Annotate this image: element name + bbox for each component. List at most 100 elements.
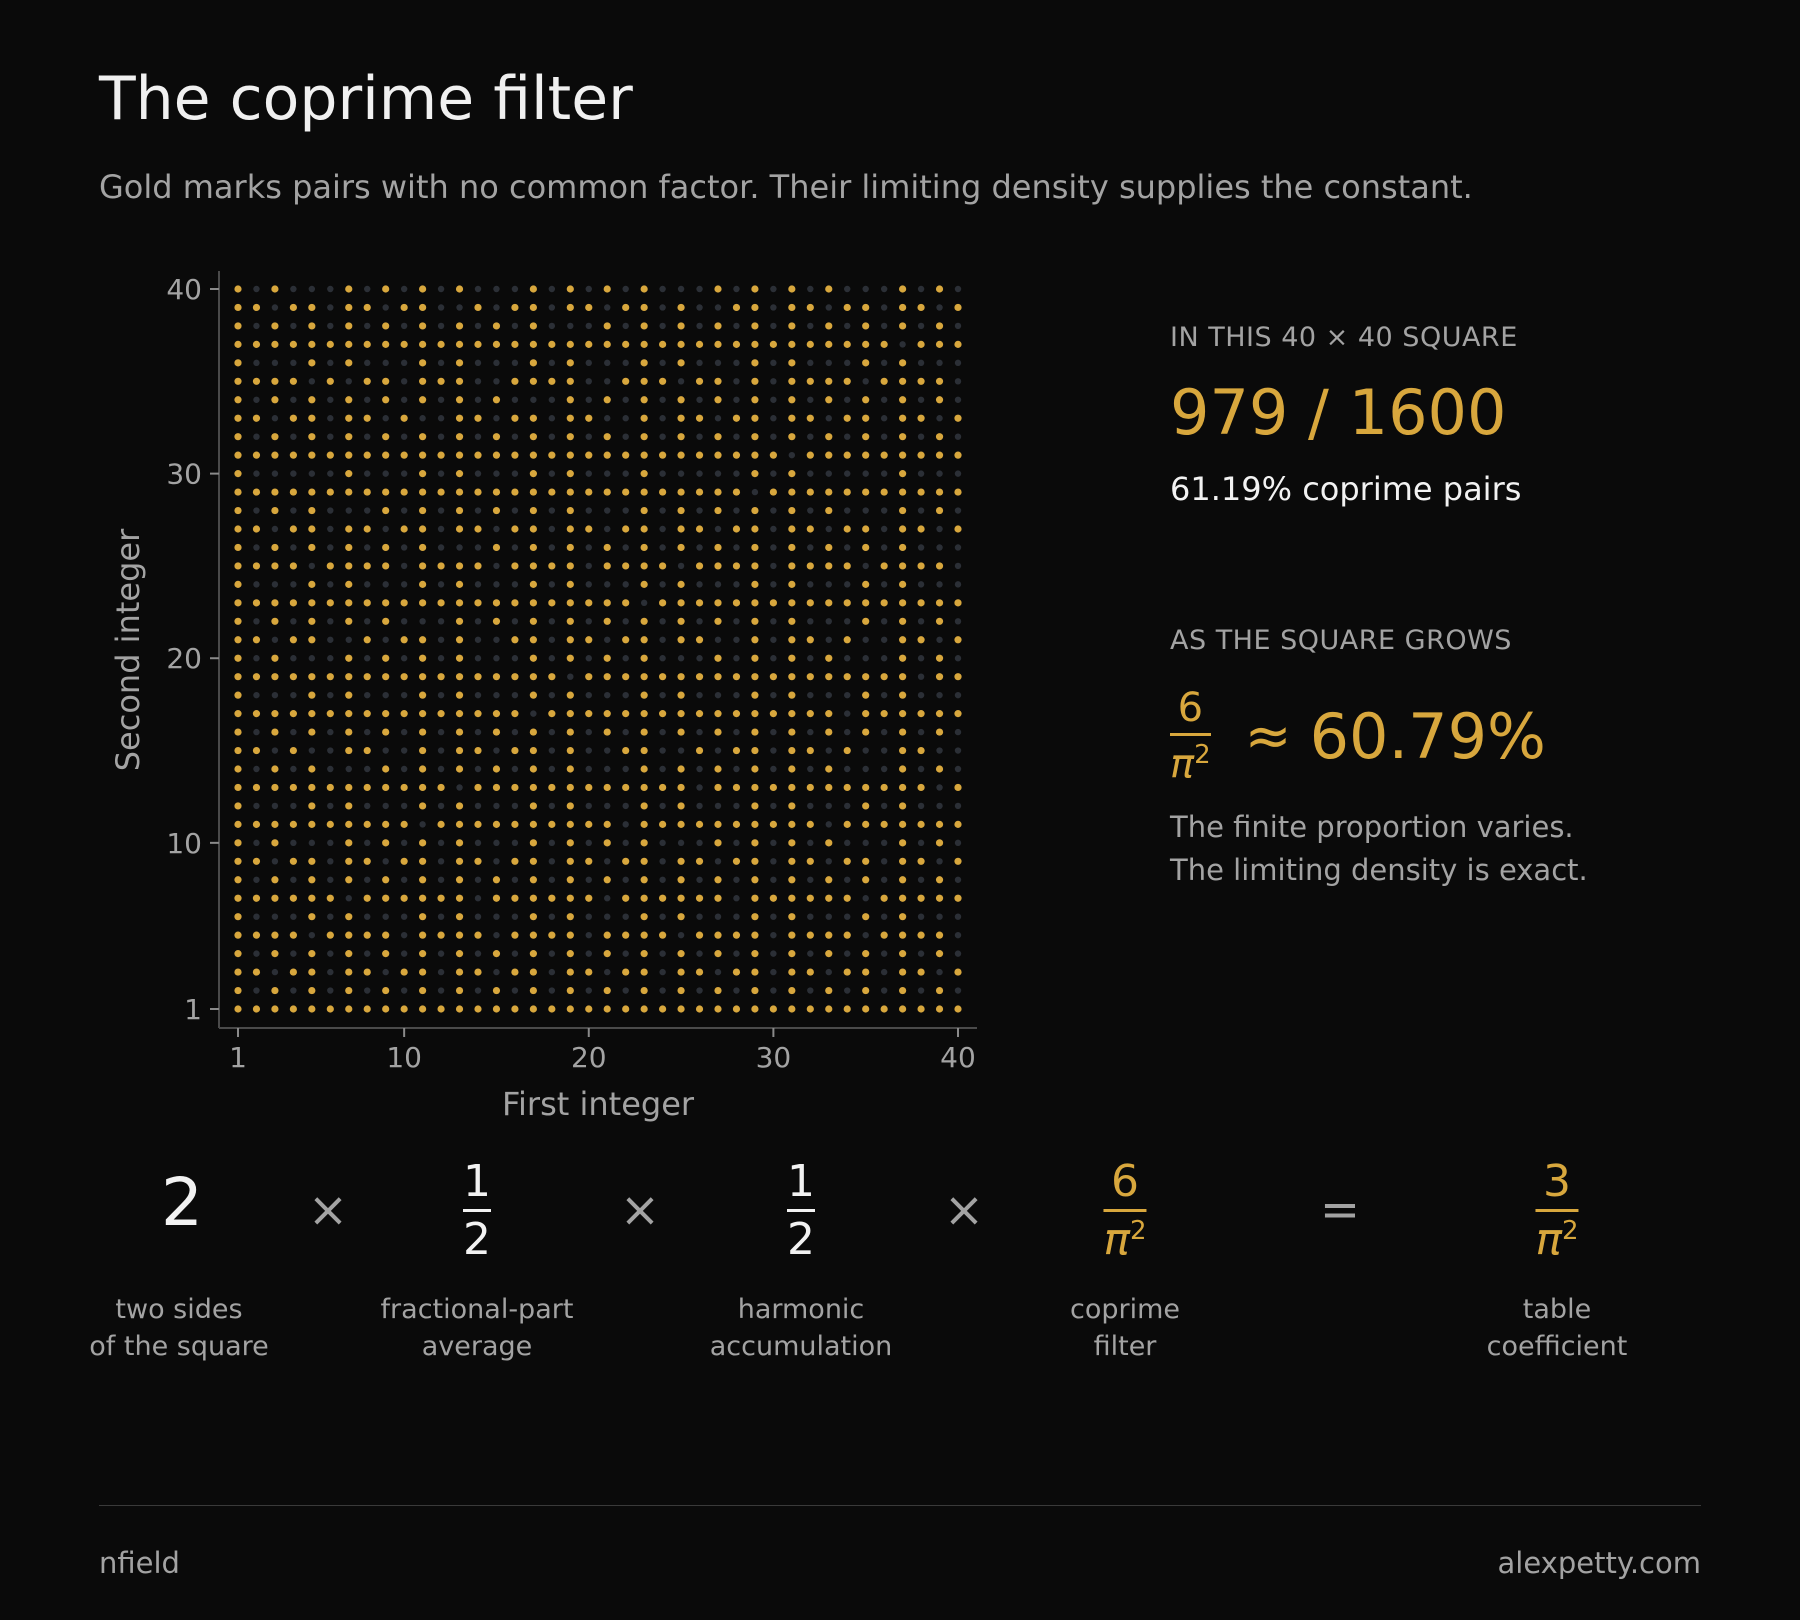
non-coprime-point xyxy=(807,950,814,957)
coprime-point xyxy=(548,340,556,348)
non-coprime-point xyxy=(917,618,925,625)
coprime-point xyxy=(788,617,796,625)
coprime-point xyxy=(751,802,759,810)
non-coprime-point xyxy=(437,618,445,625)
non-coprime-point xyxy=(437,913,445,920)
coprime-point xyxy=(899,414,907,422)
coprime-point xyxy=(345,876,353,884)
non-coprime-point xyxy=(659,913,666,920)
non-coprime-point xyxy=(714,415,722,422)
coprime-point xyxy=(640,396,648,404)
coprime-point xyxy=(271,617,279,625)
non-coprime-point xyxy=(474,378,482,385)
half-bar-1 xyxy=(463,1209,491,1212)
non-coprime-point xyxy=(880,415,888,422)
coprime-point xyxy=(566,802,574,810)
non-coprime-point xyxy=(917,544,925,551)
non-coprime-point xyxy=(880,636,888,643)
coprime-point xyxy=(622,783,630,792)
non-coprime-point xyxy=(327,507,334,514)
coprime-point xyxy=(437,894,445,902)
coprime-point xyxy=(548,820,556,828)
non-coprime-point xyxy=(622,415,629,422)
non-coprime-point xyxy=(880,691,888,699)
non-coprime-point xyxy=(696,285,703,293)
non-coprime-point xyxy=(733,802,740,810)
non-coprime-point xyxy=(807,581,814,588)
square-label: IN THIS 40 × 40 SQUARE xyxy=(1170,322,1518,353)
coprime-point xyxy=(419,525,427,533)
coprime-point xyxy=(419,673,427,681)
coprime-point xyxy=(492,599,501,607)
non-coprime-point xyxy=(954,562,962,570)
coprime-point xyxy=(419,710,427,718)
non-coprime-point xyxy=(807,322,814,330)
coprime-point xyxy=(825,710,833,718)
coprime-ratio: 979 / 1600 xyxy=(1170,376,1507,449)
non-coprime-point xyxy=(733,378,740,385)
non-coprime-point xyxy=(936,913,943,920)
coprime-point xyxy=(695,931,704,939)
coprime-point xyxy=(954,636,962,644)
non-coprime-point xyxy=(936,968,943,976)
coprime-point xyxy=(566,359,574,367)
non-coprime-point xyxy=(659,618,666,625)
non-coprime-point xyxy=(345,636,352,643)
coprime-point xyxy=(455,857,464,865)
coprime-point xyxy=(899,746,907,755)
coprime-point xyxy=(363,783,371,792)
coprime-point xyxy=(529,580,537,588)
non-coprime-point xyxy=(825,913,832,920)
non-coprime-point xyxy=(917,581,925,588)
non-coprime-point xyxy=(400,562,408,570)
coprime-point xyxy=(769,599,777,607)
coprime-point xyxy=(474,857,482,865)
coprime-point xyxy=(917,894,925,902)
coprime-point xyxy=(917,968,925,976)
coprime-point xyxy=(529,986,537,995)
non-coprime-point xyxy=(880,470,888,477)
non-coprime-point xyxy=(807,396,814,403)
non-coprime-point xyxy=(604,359,611,367)
coprime-point xyxy=(917,857,925,865)
coprime-point xyxy=(382,950,390,958)
coprime-point xyxy=(529,820,537,828)
non-coprime-point xyxy=(585,876,592,883)
coprime-point xyxy=(899,728,907,736)
coprime-point xyxy=(529,728,537,736)
coprime-point xyxy=(271,931,279,939)
coprime-point xyxy=(566,654,574,662)
coprime-point xyxy=(234,359,242,367)
non-coprime-point xyxy=(622,950,629,957)
coprime-point xyxy=(677,728,685,736)
coprime-point xyxy=(640,543,648,552)
x-tick-label: 40 xyxy=(940,1041,976,1074)
coprime-point xyxy=(474,968,482,976)
non-coprime-point xyxy=(936,636,943,643)
coprime-point xyxy=(732,414,741,422)
non-coprime-point xyxy=(677,839,685,847)
non-coprime-point xyxy=(844,765,851,773)
coprime-point xyxy=(862,525,870,533)
coprime-point xyxy=(714,377,722,385)
non-coprime-point xyxy=(400,285,408,293)
non-coprime-point xyxy=(327,470,334,477)
coprime-point xyxy=(825,839,833,847)
non-coprime-point xyxy=(622,765,629,773)
coprime-point xyxy=(289,525,297,533)
non-coprime-point xyxy=(400,876,408,883)
coprime-point xyxy=(585,820,593,828)
non-coprime-point xyxy=(474,618,482,625)
non-coprime-point xyxy=(511,839,519,847)
coprime-point xyxy=(308,986,316,995)
coprime-point xyxy=(326,599,334,607)
coprime-point xyxy=(437,783,445,792)
non-coprime-point xyxy=(604,691,611,699)
coprime-point xyxy=(788,820,796,828)
coprime-point xyxy=(862,322,870,330)
non-coprime-point xyxy=(659,987,666,994)
non-coprime-point xyxy=(419,618,426,625)
coprime-point xyxy=(862,543,870,552)
footer-site-link[interactable]: alexpetty.com xyxy=(1497,1546,1702,1580)
